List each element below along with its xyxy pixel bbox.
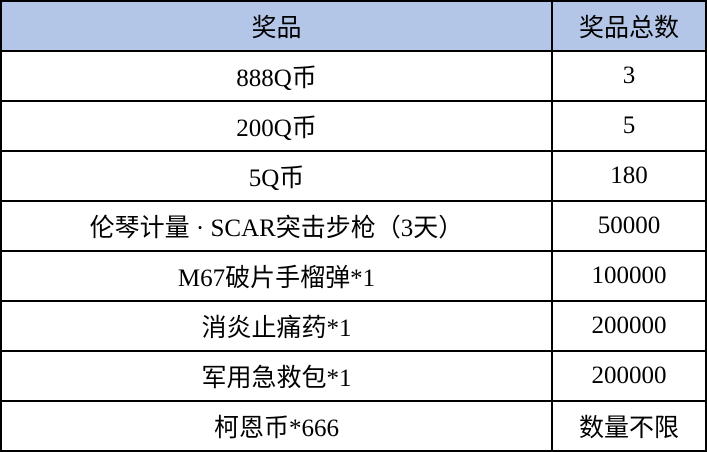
prize-total-cell: 100000 [551,250,707,302]
table-row: 200Q币 5 [0,100,707,152]
table-row: 伦琴计量 · SCAR突击步枪（3天） 50000 [0,200,707,252]
table-row: 军用急救包*1 200000 [0,350,707,402]
prize-total-cell: 200000 [551,300,707,352]
prize-total-cell: 180 [551,150,707,202]
prize-name-cell: 伦琴计量 · SCAR突击步枪（3天） [0,200,553,252]
header-prize: 奖品 [0,0,553,52]
prize-name-cell: 200Q币 [0,100,553,152]
prize-total-cell: 5 [551,100,707,152]
prize-name-cell: 消炎止痛药*1 [0,300,553,352]
table-header-row: 奖品 奖品总数 [0,0,707,52]
prize-name-cell: 柯恩币*666 [0,400,553,452]
prize-name-cell: 888Q币 [0,50,553,102]
prize-total-cell: 50000 [551,200,707,252]
prize-name-cell: 军用急救包*1 [0,350,553,402]
header-total: 奖品总数 [551,0,707,52]
table-row: 5Q币 180 [0,150,707,202]
prize-name-cell: M67破片手榴弹*1 [0,250,553,302]
prize-total-cell: 数量不限 [551,400,707,452]
table-row: 888Q币 3 [0,50,707,102]
prize-total-cell: 200000 [551,350,707,402]
prize-total-cell: 3 [551,50,707,102]
table-row: 消炎止痛药*1 200000 [0,300,707,352]
prize-name-cell: 5Q币 [0,150,553,202]
table-row: 柯恩币*666 数量不限 [0,400,707,452]
table-row: M67破片手榴弹*1 100000 [0,250,707,302]
